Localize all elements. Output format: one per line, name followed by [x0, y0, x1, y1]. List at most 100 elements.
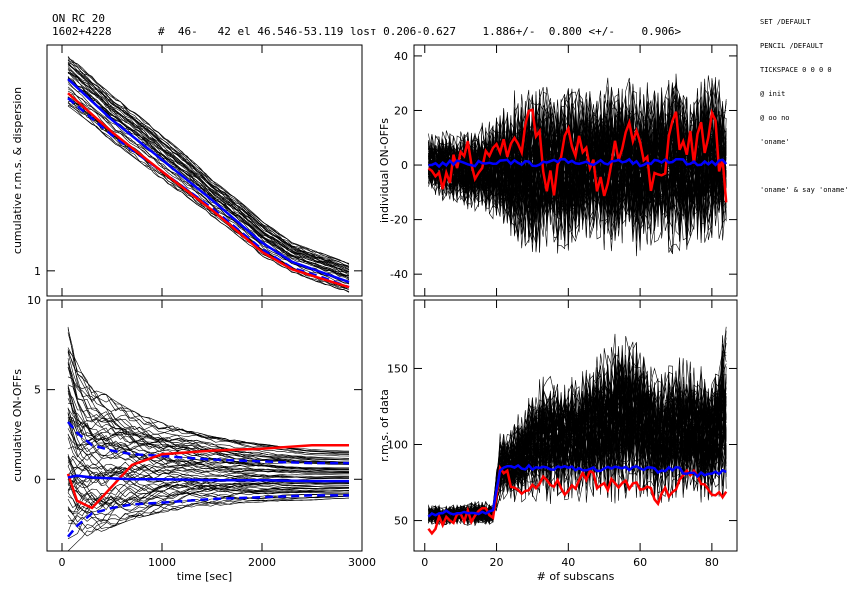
individual-curve [67, 60, 350, 267]
individual-curve [67, 465, 350, 503]
y-axis-label: cumulative ON-OFFs [11, 369, 24, 482]
side-menu: SET /DEFAULT PENCIL /DEFAULT TICKSPACE 0… [760, 2, 849, 202]
y-tick-label: 100 [387, 439, 408, 452]
plot-area-cumulative [66, 326, 350, 551]
individual-curve [67, 77, 350, 278]
y-tick-label: 0 [401, 159, 408, 172]
x-tick-label: 60 [633, 556, 647, 569]
y-tick-label: -40 [390, 268, 408, 281]
individual-curve [67, 326, 350, 453]
individual-curve [67, 420, 350, 464]
side-menu-item[interactable]: 'oname' & say 'oname' [760, 186, 849, 194]
individual-curve [67, 78, 350, 276]
individual-curve [67, 434, 349, 475]
side-menu-item[interactable]: 'oname' [760, 138, 790, 146]
y-tick-label: 40 [394, 50, 408, 63]
y-tick-label: 20 [394, 104, 408, 117]
plot-frame-rms [46, 44, 363, 297]
individual-curve [67, 464, 349, 490]
y-tick-label: 150 [387, 362, 408, 375]
x-tick-label: 0 [421, 556, 428, 569]
highlight-line [67, 92, 350, 289]
mean-line [67, 78, 350, 284]
individual-curve [67, 407, 349, 473]
individual-curve [67, 428, 350, 488]
y-tick-label: 50 [394, 515, 408, 528]
y-tick-label: 5 [34, 384, 41, 397]
side-menu-item[interactable]: @ oo no [760, 114, 790, 122]
individual-curve [428, 356, 727, 525]
plot-area-rmsdata [427, 326, 728, 536]
individual-curve [67, 376, 349, 470]
mean-line [427, 463, 727, 518]
side-menu-item[interactable]: TICKSPACE 0 0 0 0 [760, 66, 832, 74]
side-menu-item[interactable]: SET /DEFAULT [760, 18, 811, 26]
individual-curve [67, 56, 350, 264]
x-tick-label: 0 [59, 556, 66, 569]
x-tick-label: 2000 [248, 556, 276, 569]
x-axis-label: # of subscans [537, 570, 615, 583]
individual-curve [67, 352, 350, 455]
individual-curve [428, 83, 727, 239]
individual-curve [67, 78, 350, 277]
x-tick-label: 80 [705, 556, 719, 569]
y-axis-label: cumulative r.m.s. & dispersion [11, 87, 24, 254]
header-info: # 46- 42 el 46.546-53.119 losт 0.206-0.6… [158, 25, 682, 38]
header-line1: ON RC 20 [52, 12, 105, 25]
individual-curve [67, 56, 350, 265]
individual-curve [67, 66, 350, 270]
individual-curve [67, 350, 350, 457]
individual-curve [67, 58, 350, 265]
highlight-line [427, 464, 728, 536]
dispersion-line [67, 97, 350, 289]
individual-curve [67, 64, 350, 269]
individual-curve [67, 73, 350, 273]
individual-curve [67, 86, 350, 285]
y-tick-label: -20 [390, 214, 408, 227]
x-tick-label: 40 [561, 556, 575, 569]
individual-curve [67, 328, 350, 454]
individual-curve [67, 104, 350, 293]
individual-curve [67, 408, 349, 473]
y-axis-label: r.m.s. of data [378, 389, 391, 462]
side-menu-item[interactable]: @ init [760, 90, 786, 98]
y-axis-label: individual ON-OFFs [378, 118, 391, 223]
individual-curve [67, 487, 349, 516]
individual-curve [67, 384, 350, 459]
individual-curve [67, 59, 350, 267]
x-tick-label: 1000 [148, 556, 176, 569]
highlight-line [66, 443, 349, 510]
individual-curve [67, 332, 350, 453]
individual-curve [67, 460, 350, 505]
individual-curve [67, 472, 349, 512]
individual-curve [67, 102, 350, 292]
individual-curve [67, 492, 350, 551]
individual-curve [67, 363, 350, 455]
plot-frame-rmsdata [413, 299, 738, 552]
x-tick-label: 20 [490, 556, 504, 569]
x-axis-label: time [sec] [177, 570, 232, 583]
x-tick-label: 3000 [348, 556, 376, 569]
mean-line [67, 474, 349, 483]
individual-curve [67, 93, 350, 285]
individual-curve [67, 64, 350, 268]
individual-curve [67, 63, 350, 271]
mean-line [428, 157, 728, 169]
individual-curve [67, 362, 350, 470]
y-tick-label: 1 [34, 265, 41, 278]
highlight-line [427, 108, 728, 203]
individual-curve [67, 485, 350, 517]
individual-curve [67, 69, 350, 272]
plot-area-rms [67, 56, 350, 293]
plot-area-individual [427, 73, 728, 257]
individual-curve [67, 398, 350, 460]
individual-curve [67, 71, 350, 276]
individual-curve [67, 467, 350, 488]
individual-curve [67, 497, 350, 516]
plot-frame-individual [413, 44, 738, 297]
individual-curve [67, 62, 350, 267]
individual-curve [428, 365, 727, 524]
side-menu-item[interactable]: PENCIL /DEFAULT [760, 42, 824, 50]
header-source: 1602+4228 [52, 25, 112, 38]
